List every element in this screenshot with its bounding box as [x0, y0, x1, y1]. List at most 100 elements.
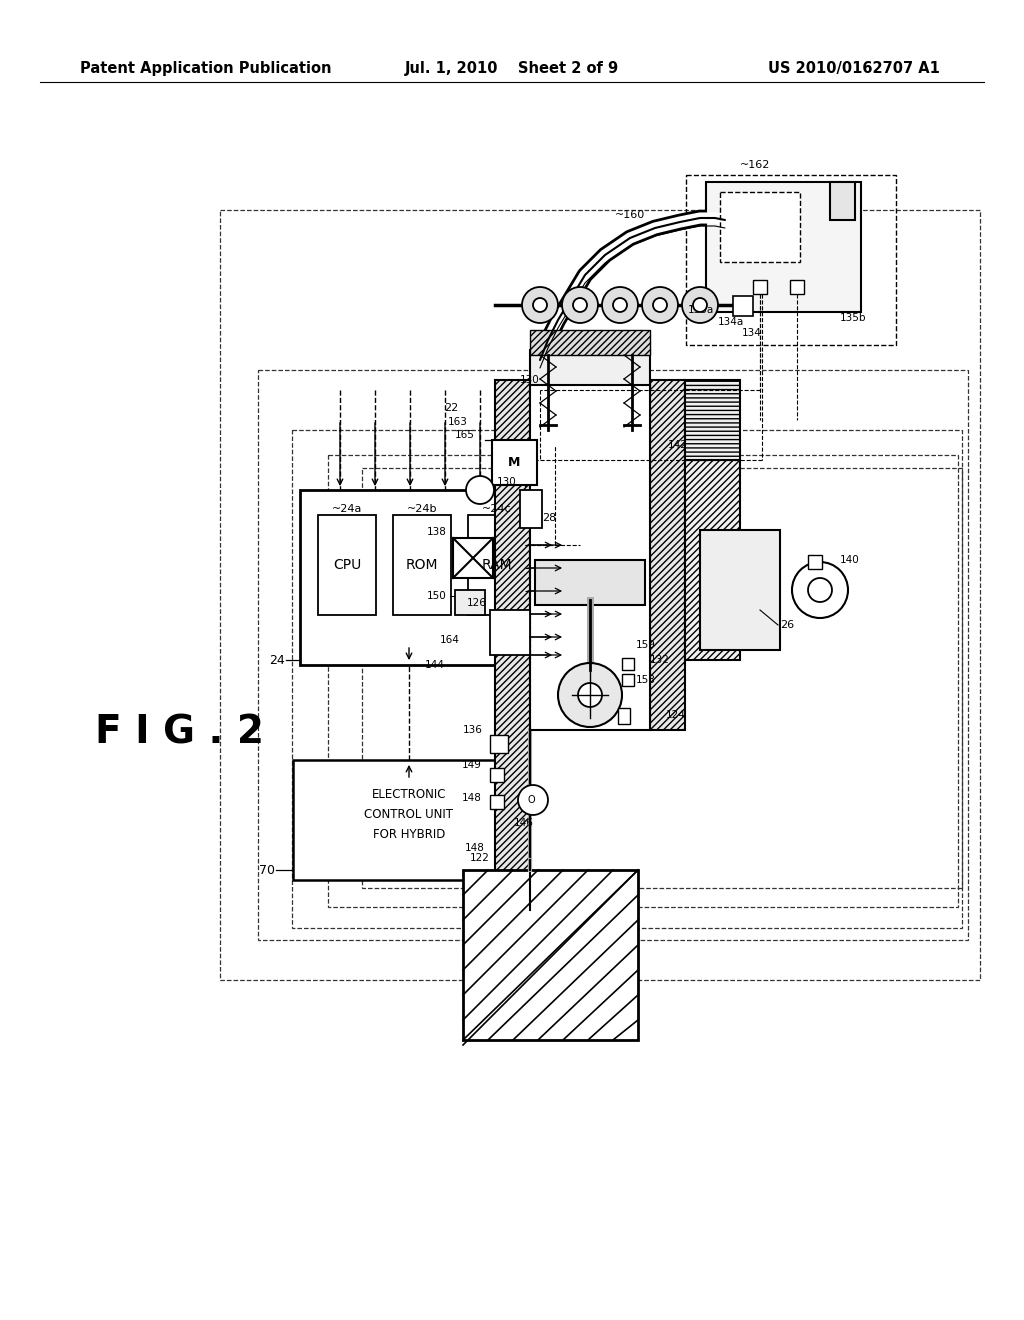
Text: ~24b: ~24b	[407, 504, 437, 513]
Bar	[535, 560, 645, 605]
Bar	[733, 296, 753, 315]
Bar	[393, 515, 451, 615]
Bar	[520, 490, 542, 528]
Text: 134a: 134a	[718, 317, 744, 327]
Text: O: O	[527, 795, 535, 805]
Circle shape	[642, 286, 678, 323]
Bar	[530, 380, 650, 730]
Text: M: M	[508, 455, 520, 469]
Bar	[685, 380, 740, 459]
Text: 130: 130	[520, 375, 540, 385]
Bar	[453, 539, 493, 578]
Circle shape	[578, 682, 602, 708]
Text: 138: 138	[427, 527, 447, 537]
Circle shape	[534, 298, 547, 312]
Bar	[490, 795, 504, 809]
Text: 132: 132	[650, 655, 670, 665]
Bar	[318, 515, 376, 615]
Circle shape	[653, 298, 667, 312]
Circle shape	[518, 785, 548, 814]
Text: 70: 70	[259, 863, 275, 876]
Text: ROM: ROM	[406, 558, 438, 572]
Circle shape	[613, 298, 627, 312]
Bar	[700, 531, 780, 649]
Bar	[220, 210, 980, 979]
Text: FOR HYBRID: FOR HYBRID	[373, 829, 445, 842]
Bar	[455, 590, 485, 615]
Text: CPU: CPU	[333, 558, 361, 572]
Bar	[362, 469, 962, 888]
Bar	[830, 182, 855, 220]
Circle shape	[693, 298, 707, 312]
Bar	[686, 176, 896, 345]
Bar	[328, 455, 958, 907]
Bar	[468, 515, 526, 615]
Text: 134: 134	[742, 327, 762, 338]
Text: 140: 140	[840, 554, 860, 565]
Text: ~24c: ~24c	[482, 504, 512, 513]
Bar	[790, 280, 804, 294]
Bar	[622, 675, 634, 686]
Bar	[618, 708, 630, 723]
Text: 144: 144	[425, 660, 445, 671]
Text: 149: 149	[462, 760, 482, 770]
Text: 26: 26	[780, 620, 795, 630]
Text: 135a: 135a	[688, 305, 715, 315]
Text: 28: 28	[542, 513, 556, 523]
Bar	[292, 430, 962, 928]
Circle shape	[682, 286, 718, 323]
Text: Patent Application Publication: Patent Application Publication	[80, 61, 332, 75]
Text: 22: 22	[443, 403, 458, 413]
Text: 146: 146	[514, 818, 534, 828]
Bar	[490, 610, 530, 655]
Bar	[622, 657, 634, 671]
Text: 165: 165	[455, 430, 475, 440]
Text: ~162: ~162	[740, 160, 770, 170]
Text: RAM: RAM	[481, 558, 512, 572]
Bar	[706, 182, 861, 312]
Bar	[530, 330, 650, 355]
Circle shape	[558, 663, 622, 727]
Bar	[685, 459, 740, 660]
Text: 150: 150	[427, 591, 447, 601]
Text: 142: 142	[668, 440, 688, 450]
Bar	[753, 280, 767, 294]
Bar	[492, 440, 537, 484]
Text: 135b: 135b	[840, 313, 866, 323]
Bar	[293, 760, 525, 880]
Text: 130: 130	[498, 477, 517, 487]
Text: 148: 148	[465, 843, 485, 853]
Text: 122: 122	[470, 853, 489, 863]
Bar	[490, 768, 504, 781]
Text: 159: 159	[636, 640, 656, 649]
Circle shape	[602, 286, 638, 323]
Bar	[530, 350, 650, 385]
Text: F I G . 2: F I G . 2	[94, 714, 264, 751]
Text: 164: 164	[440, 635, 460, 645]
Text: ~24a: ~24a	[332, 504, 362, 513]
Text: 148: 148	[462, 793, 482, 803]
Text: ELECTRONIC: ELECTRONIC	[372, 788, 446, 801]
Bar	[300, 490, 525, 665]
Bar	[258, 370, 968, 940]
Circle shape	[573, 298, 587, 312]
Circle shape	[808, 578, 831, 602]
Text: 163: 163	[449, 417, 468, 426]
Bar	[490, 735, 508, 752]
Text: 126: 126	[467, 598, 487, 609]
Text: 158: 158	[636, 675, 656, 685]
Circle shape	[562, 286, 598, 323]
Bar	[463, 870, 638, 1040]
Bar	[808, 554, 822, 569]
Text: 24: 24	[269, 653, 285, 667]
Text: ~160: ~160	[615, 210, 645, 220]
Circle shape	[466, 477, 494, 504]
Text: CONTROL UNIT: CONTROL UNIT	[365, 808, 454, 821]
Text: 136: 136	[463, 725, 483, 735]
Circle shape	[792, 562, 848, 618]
Text: US 2010/0162707 A1: US 2010/0162707 A1	[768, 61, 940, 75]
Circle shape	[522, 286, 558, 323]
Text: 124: 124	[666, 710, 686, 719]
Bar	[720, 191, 800, 261]
Bar	[495, 380, 530, 909]
